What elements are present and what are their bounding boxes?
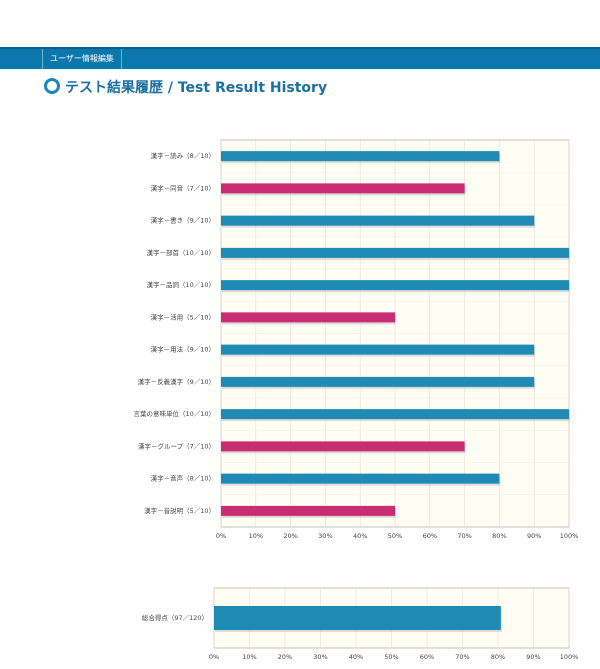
x-tick-label: 80%: [491, 653, 505, 661]
y-tick-label: 漢字－書き（9／10）: [151, 216, 215, 225]
y-tick-label: 言葉の意味単位（10／10）: [133, 409, 215, 418]
bar: [221, 409, 569, 420]
bar: [221, 376, 535, 387]
bar: [221, 505, 395, 516]
x-tick-label: 100%: [560, 653, 579, 661]
y-tick-label: 漢字－グループ（7／10）: [138, 441, 215, 450]
x-tick-label: 70%: [457, 532, 471, 540]
x-tick-label: 50%: [388, 532, 402, 540]
bar: [221, 183, 465, 194]
y-tick-label: 漢字－同音（7／10）: [151, 183, 215, 192]
nav-bar: ユーザー情報編集: [0, 47, 600, 69]
bar: [221, 441, 465, 452]
bar: [214, 606, 501, 630]
bar: [221, 247, 569, 258]
x-tick-label: 10%: [242, 653, 256, 661]
y-tick-label: 漢字－反義漢字（9／10）: [138, 377, 215, 386]
bar: [221, 473, 500, 484]
x-tick-label: 60%: [420, 653, 434, 661]
x-tick-label: 0%: [209, 653, 219, 661]
x-tick-label: 40%: [353, 532, 367, 540]
y-tick-label: 漢字－部首（10／10）: [146, 248, 215, 257]
x-tick-label: 50%: [384, 653, 398, 661]
x-tick-label: 80%: [492, 532, 506, 540]
bar: [221, 280, 569, 291]
x-tick-label: 20%: [278, 653, 292, 661]
x-tick-label: 100%: [560, 532, 579, 540]
x-tick-label: 20%: [283, 532, 297, 540]
y-tick-label: 漢字－品詞（10／10）: [146, 280, 215, 289]
x-tick-label: 70%: [455, 653, 469, 661]
x-tick-label: 30%: [313, 653, 327, 661]
title-icon: [44, 78, 60, 94]
x-tick-label: 40%: [349, 653, 363, 661]
bar: [221, 344, 535, 355]
title-text: テスト結果履歴 / Test Result History: [65, 80, 328, 96]
y-tick-label: 漢字－用法（9／10）: [151, 345, 215, 354]
x-tick-label: 0%: [216, 532, 226, 540]
nav-tab[interactable]: ユーザー情報編集: [42, 49, 122, 69]
y-tick-label: 漢字－読み（8／10）: [151, 151, 215, 160]
x-tick-label: 60%: [423, 532, 437, 540]
x-tick-label: 90%: [527, 532, 541, 540]
x-tick-label: 30%: [318, 532, 332, 540]
page-title: テスト結果履歴 / Test Result History: [44, 78, 327, 98]
bar: [221, 215, 535, 226]
bar: [221, 151, 500, 162]
x-tick-label: 10%: [249, 532, 263, 540]
y-tick-label: 総合得点（97／120）: [142, 613, 208, 622]
bar: [221, 312, 395, 323]
x-tick-label: 90%: [526, 653, 540, 661]
y-tick-label: 漢字－音説明（5／10）: [144, 506, 215, 515]
y-tick-label: 漢字－音声（8／10）: [151, 474, 215, 483]
y-tick-label: 漢字－活用（5／10）: [151, 312, 215, 321]
